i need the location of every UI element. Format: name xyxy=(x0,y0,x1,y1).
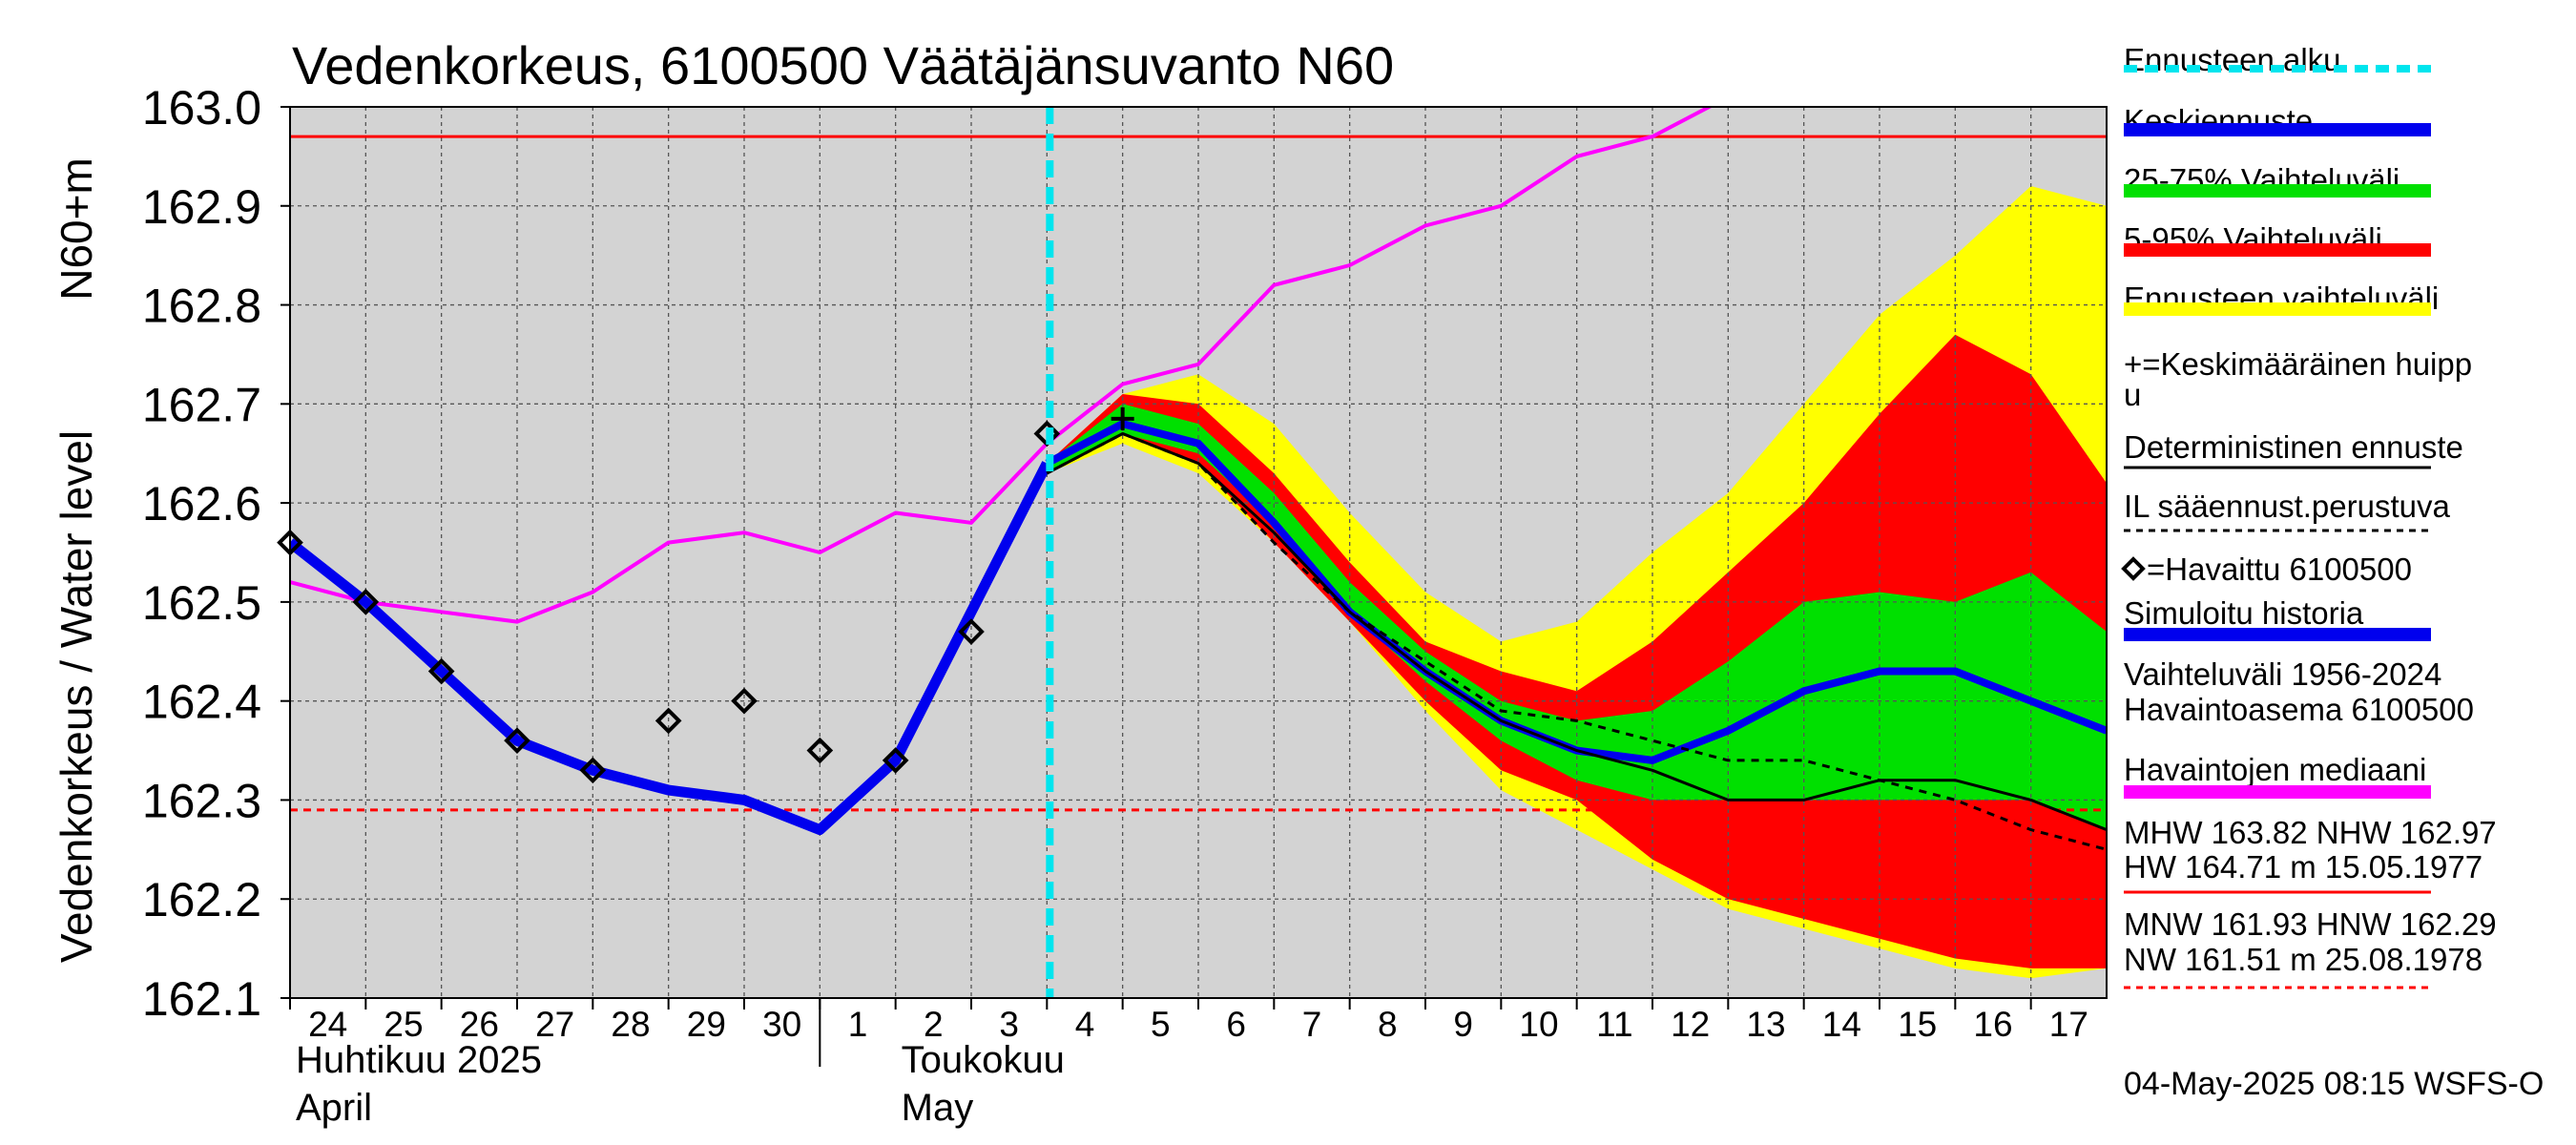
legend-label-11: Havaintojen mediaani xyxy=(2124,752,2426,787)
y-tick-label: 162.8 xyxy=(142,280,261,333)
band-2 xyxy=(1047,404,2107,830)
x-tick-label: 9 xyxy=(1453,1005,1473,1044)
x-tick-label: 17 xyxy=(2049,1005,2088,1044)
y-tick-label: 163.0 xyxy=(142,81,261,135)
footer-timestamp: 04-May-2025 08:15 WSFS-O xyxy=(2124,1066,2544,1102)
month-label: April xyxy=(296,1087,372,1129)
month-label: Toukokuu xyxy=(902,1039,1065,1081)
x-tick-label: 30 xyxy=(762,1005,801,1044)
legend-label-5: +=Keskimääräinen huipp xyxy=(2124,346,2472,382)
observed-marker xyxy=(427,657,455,685)
legend-diamond-icon xyxy=(2121,556,2146,581)
threshold-lines xyxy=(290,135,2107,812)
x-tick-label: 5 xyxy=(1151,1005,1171,1044)
y-axis-label-primary: Vedenkorkeus / Water level xyxy=(52,430,101,963)
observed-marker xyxy=(352,589,380,615)
month-label: May xyxy=(902,1087,974,1129)
y-tick-label: 162.2 xyxy=(142,873,261,926)
observed-marker xyxy=(882,747,909,774)
series-line-4 xyxy=(290,461,1052,836)
y-axis: 162.1 162.2 162.3 162.4 162.5 162.6 162.7 162.8… xyxy=(142,81,290,1026)
x-tick-label: 1 xyxy=(848,1005,868,1044)
legend-label-8: =Havaittu 6100500 xyxy=(2147,552,2412,587)
legend-label-12: MHW 163.82 NHW 162.97 xyxy=(2124,815,2497,850)
y-tick-label: 162.4 xyxy=(142,676,261,729)
x-tick-label: 11 xyxy=(1596,1005,1632,1044)
legend-label-9: Simuloitu historia xyxy=(2124,595,2364,631)
y-tick-label: 162.7 xyxy=(142,378,261,431)
y-tick-label: 162.9 xyxy=(142,180,261,234)
y-tick-label: 162.3 xyxy=(142,774,261,827)
x-axis: 24 25 26 27 28 29 30 1 2 3 4 5 6 7 8 9 10 11 12 13 14 15 16 17H… xyxy=(289,998,2088,1129)
x-tick-label: 4 xyxy=(1075,1005,1095,1044)
series-line-6 xyxy=(1046,432,2107,831)
x-tick-label: 2 xyxy=(924,1005,944,1044)
x-tick-label: 16 xyxy=(1973,1005,2012,1044)
chart-title: Vedenkorkeus, 6100500 Väätäjänsuvanto N6… xyxy=(292,35,1394,95)
observed-marker xyxy=(504,727,530,755)
observed-marker xyxy=(654,707,682,735)
mean-peak-marker xyxy=(1111,406,1134,430)
x-tick-label: 27 xyxy=(535,1005,574,1044)
observed-marker xyxy=(579,757,607,784)
legend-label-13: MNW 161.93 HNW 162.29 xyxy=(2124,906,2497,942)
observed-marker xyxy=(731,687,758,715)
series-line-7 xyxy=(1046,432,2107,851)
legend-label2-13: NW 161.51 m 25.08.1978 xyxy=(2124,942,2483,977)
observation-markers xyxy=(277,406,1134,784)
series-line-3 xyxy=(290,107,1714,624)
y-tick-label: 162.6 xyxy=(142,477,261,531)
x-tick-label: 3 xyxy=(999,1005,1019,1044)
observed-marker xyxy=(806,737,834,764)
y-tick-label: 162.1 xyxy=(142,972,261,1026)
x-tick-label: 28 xyxy=(611,1005,650,1044)
x-tick-label: 25 xyxy=(384,1005,423,1044)
legend-label2-12: HW 164.71 m 15.05.1977 xyxy=(2124,849,2483,885)
x-tick-label: 6 xyxy=(1226,1005,1246,1044)
observed-marker xyxy=(958,618,985,645)
legend-label2-5: u xyxy=(2124,377,2141,412)
x-tick-label: 7 xyxy=(1302,1005,1322,1044)
x-tick-label: 15 xyxy=(1898,1005,1937,1044)
x-tick-label: 12 xyxy=(1671,1005,1710,1044)
legend-label-10: Vaihteluväli 1956-2024 xyxy=(2124,656,2441,692)
x-tick-label: 10 xyxy=(1519,1005,1558,1044)
x-tick-label: 13 xyxy=(1746,1005,1785,1044)
month-label: Huhtikuu 2025 xyxy=(296,1039,542,1081)
x-tick-label: 26 xyxy=(460,1005,499,1044)
y-axis-label-unit: N60+m xyxy=(52,157,101,301)
x-tick-label: 29 xyxy=(687,1005,726,1044)
y-tick-label: 162.5 xyxy=(142,576,261,630)
legend-label-7: IL sääennust.perustuva xyxy=(2124,489,2450,524)
legend-label-6: Deterministinen ennuste xyxy=(2124,429,2463,465)
series-lines xyxy=(290,107,2107,851)
x-tick-label: 14 xyxy=(1822,1005,1861,1044)
x-tick-label: 8 xyxy=(1378,1005,1398,1044)
legend-label2-10: Havaintoasema 6100500 xyxy=(2124,692,2474,727)
x-tick-label: 24 xyxy=(308,1005,347,1044)
